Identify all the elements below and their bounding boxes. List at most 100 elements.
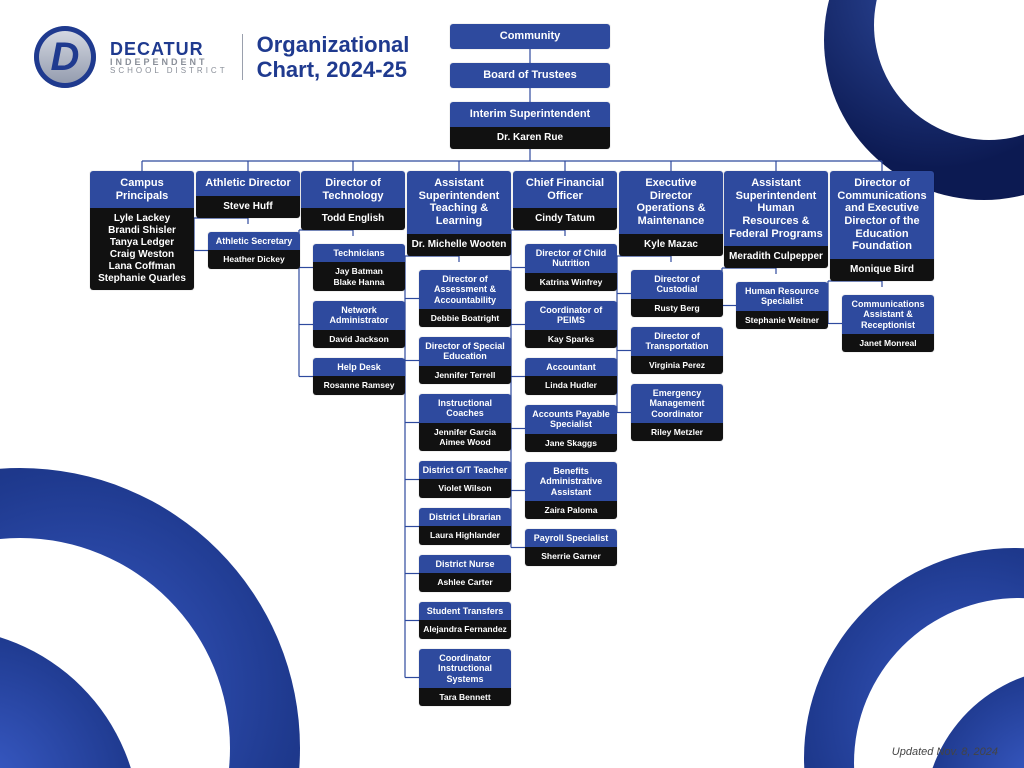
org-node-name: Jane Skaggs bbox=[525, 434, 617, 452]
org-node-title: Network Administrator bbox=[313, 301, 405, 330]
divider bbox=[242, 34, 243, 80]
org-node: Athletic SecretaryHeather Dickey bbox=[208, 232, 300, 269]
org-node-title: Technicians bbox=[313, 244, 405, 262]
org-node-name: Meradith Culpepper bbox=[724, 246, 828, 268]
org-node-title: Chief Financial Officer bbox=[513, 171, 617, 208]
org-node-name: Todd English bbox=[301, 208, 405, 230]
org-node-title: Director of Transportation bbox=[631, 327, 723, 356]
org-node-title: District Librarian bbox=[419, 508, 511, 526]
org-node-name: Katrina Winfrey bbox=[525, 273, 617, 291]
org-node-name: Rosanne Ramsey bbox=[313, 376, 405, 394]
org-node: District G/T TeacherViolet Wilson bbox=[419, 461, 511, 498]
org-node-name: Rusty Berg bbox=[631, 299, 723, 317]
org-node-name: Steve Huff bbox=[196, 196, 300, 218]
org-node-name: Virginia Perez bbox=[631, 356, 723, 374]
org-node-title: Coordinator of PEIMS bbox=[525, 301, 617, 330]
org-node-name: Jennifer Terrell bbox=[419, 366, 511, 384]
org-node-title: Director of Assessment & Accountability bbox=[419, 270, 511, 309]
org-node: Instructional CoachesJennifer GarciaAime… bbox=[419, 394, 511, 451]
org-node-name: Zaira Paloma bbox=[525, 501, 617, 519]
org-node-title: Coordinator Instructional Systems bbox=[419, 649, 511, 688]
org-node: TechniciansJay BatmanBlake Hanna bbox=[313, 244, 405, 291]
org-node-title: Executive Director Operations & Maintena… bbox=[619, 171, 723, 234]
org-node-title: Benefits Administrative Assistant bbox=[525, 462, 617, 501]
org-node: District NurseAshlee Carter bbox=[419, 555, 511, 592]
org-node: Athletic DirectorSteve Huff bbox=[196, 171, 300, 218]
org-node-title: Campus Principals bbox=[90, 171, 194, 208]
org-node-name: Laura Highlander bbox=[419, 526, 511, 544]
page-title: Organizational Chart, 2024-25 bbox=[257, 32, 410, 83]
org-node-title: Board of Trustees bbox=[450, 63, 610, 88]
org-node-name: Riley Metzler bbox=[631, 423, 723, 441]
org-node-name: Kyle Mazac bbox=[619, 234, 723, 256]
org-node-title: Assistant Superintendent Human Resources… bbox=[724, 171, 828, 246]
org-node-name: Janet Monreal bbox=[842, 334, 934, 352]
org-node: Assistant Superintendent Human Resources… bbox=[724, 171, 828, 268]
org-node: Network AdministratorDavid Jackson bbox=[313, 301, 405, 348]
org-node: Board of Trustees bbox=[450, 63, 610, 88]
org-node: Chief Financial OfficerCindy Tatum bbox=[513, 171, 617, 230]
org-node: Help DeskRosanne Ramsey bbox=[313, 358, 405, 395]
org-node: Director of Assessment & AccountabilityD… bbox=[419, 270, 511, 327]
org-node-title: Assistant Superintendent Teaching & Lear… bbox=[407, 171, 511, 234]
org-node: Benefits Administrative AssistantZaira P… bbox=[525, 462, 617, 519]
org-node-title: Director of Child Nutrition bbox=[525, 244, 617, 273]
page-header: D DECATUR INDEPENDENT SCHOOL DISTRICT Or… bbox=[34, 26, 409, 88]
org-node-title: Director of Communications and Executive… bbox=[830, 171, 934, 259]
org-node-title: Student Transfers bbox=[419, 602, 511, 620]
org-node: Community bbox=[450, 24, 610, 49]
org-node-title: Payroll Specialist bbox=[525, 529, 617, 547]
brand-line3: SCHOOL DISTRICT bbox=[110, 67, 228, 75]
org-node: Payroll SpecialistSherrie Garner bbox=[525, 529, 617, 566]
org-node: Executive Director Operations & Maintena… bbox=[619, 171, 723, 256]
org-node: District LibrarianLaura Highlander bbox=[419, 508, 511, 545]
org-node-title: Director of Technology bbox=[301, 171, 405, 208]
org-node-title: Athletic Director bbox=[196, 171, 300, 196]
org-node-title: Human Resource Specialist bbox=[736, 282, 828, 311]
org-node: Coordinator Instructional SystemsTara Be… bbox=[419, 649, 511, 706]
org-node-name: Sherrie Garner bbox=[525, 547, 617, 565]
org-node: Coordinator of PEIMSKay Sparks bbox=[525, 301, 617, 348]
org-node-name: Monique Bird bbox=[830, 259, 934, 281]
org-node-name: Cindy Tatum bbox=[513, 208, 617, 230]
brand-line1: DECATUR bbox=[110, 40, 228, 58]
org-node-name: Kay Sparks bbox=[525, 330, 617, 348]
org-node-name: Tara Bennett bbox=[419, 688, 511, 706]
org-node: Communications Assistant & ReceptionistJ… bbox=[842, 295, 934, 352]
org-node: AccountantLinda Hudler bbox=[525, 358, 617, 395]
updated-label: Updated Nov. 8, 2024 bbox=[892, 746, 998, 758]
org-node-title: District G/T Teacher bbox=[419, 461, 511, 479]
org-node-title: Athletic Secretary bbox=[208, 232, 300, 250]
org-node: Interim SuperintendentDr. Karen Rue bbox=[450, 102, 610, 149]
org-node: Director of TechnologyTodd English bbox=[301, 171, 405, 230]
org-node: Assistant Superintendent Teaching & Lear… bbox=[407, 171, 511, 256]
org-node: Accounts Payable SpecialistJane Skaggs bbox=[525, 405, 617, 452]
org-node: Director of Special EducationJennifer Te… bbox=[419, 337, 511, 384]
logo-icon: D bbox=[34, 26, 96, 88]
org-node-title: Accounts Payable Specialist bbox=[525, 405, 617, 434]
org-node: Director of TransportationVirginia Perez bbox=[631, 327, 723, 374]
org-node-name: David Jackson bbox=[313, 330, 405, 348]
org-node-name: Alejandra Fernandez bbox=[419, 620, 511, 638]
org-node-name: Dr. Karen Rue bbox=[450, 127, 610, 149]
org-node: Director of CustodialRusty Berg bbox=[631, 270, 723, 317]
org-node-name: Jennifer GarciaAimee Wood bbox=[419, 423, 511, 451]
org-node-name: Violet Wilson bbox=[419, 479, 511, 497]
org-node-title: Accountant bbox=[525, 358, 617, 376]
org-node-title: Director of Custodial bbox=[631, 270, 723, 299]
org-node: Director of Communications and Executive… bbox=[830, 171, 934, 281]
org-node-title: Instructional Coaches bbox=[419, 394, 511, 423]
org-node: Director of Child NutritionKatrina Winfr… bbox=[525, 244, 617, 291]
org-node: Emergency Management CoordinatorRiley Me… bbox=[631, 384, 723, 441]
org-node-name: Jay BatmanBlake Hanna bbox=[313, 262, 405, 290]
org-node-name: Heather Dickey bbox=[208, 250, 300, 268]
org-node-name: Stephanie Weitner bbox=[736, 311, 828, 329]
org-node-name: Debbie Boatright bbox=[419, 309, 511, 327]
org-node: Student TransfersAlejandra Fernandez bbox=[419, 602, 511, 639]
org-node-title: Community bbox=[450, 24, 610, 49]
org-node-title: Emergency Management Coordinator bbox=[631, 384, 723, 423]
org-node-name: Linda Hudler bbox=[525, 376, 617, 394]
org-node-title: Director of Special Education bbox=[419, 337, 511, 366]
org-node: Human Resource SpecialistStephanie Weitn… bbox=[736, 282, 828, 329]
org-node-name: Ashlee Carter bbox=[419, 573, 511, 591]
